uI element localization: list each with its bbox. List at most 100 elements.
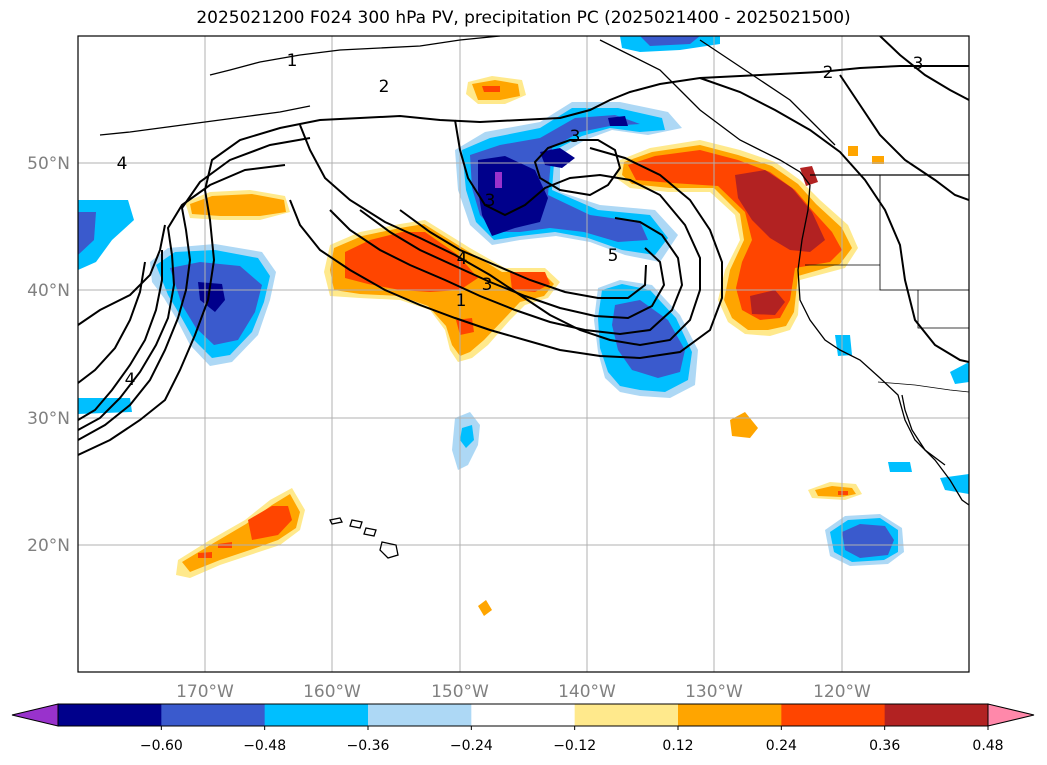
colorbar-tick-label: −0.48 — [243, 738, 286, 754]
pv-contour-label: 1 — [287, 51, 298, 71]
colorbar-tick-label: −0.36 — [347, 738, 390, 754]
precip-neg-patch — [495, 172, 502, 188]
pv-contour — [399, 209, 647, 299]
colorbar-extend-high — [987, 703, 1035, 727]
colorbar-extend-low — [11, 703, 59, 727]
precip-pos-patch — [510, 272, 550, 292]
pv-contour — [533, 139, 622, 197]
coastline-alaska — [209, 36, 501, 76]
pv-contour-label: 3 — [482, 275, 493, 295]
border-us-mexico — [877, 381, 969, 393]
colorbar-tick-label: 0.36 — [869, 738, 900, 754]
pv-contour — [839, 74, 969, 201]
precip-neg-patch — [950, 362, 969, 384]
coastline-baja — [901, 394, 946, 466]
pv-contour-label: 1 — [456, 291, 467, 311]
lat-axis: 50°N 40°N 30°N 20°N — [27, 154, 70, 556]
pv-contour — [289, 147, 723, 360]
colorbar-tick-label: −0.24 — [450, 738, 493, 754]
colorbar-swatch — [678, 704, 782, 726]
precip-pos-patch — [735, 170, 825, 252]
lon-label: 140°W — [558, 682, 616, 702]
pv-labels: 1 2 3 4 2 3 3 4 3 1 5 4 — [117, 51, 924, 390]
coastline-panhandle — [599, 39, 811, 186]
pv-contour-label: 3 — [913, 54, 924, 74]
colorbar-swatch — [574, 704, 679, 726]
precip-pos-patch — [730, 412, 758, 438]
lon-label: 120°W — [813, 682, 871, 702]
colorbar-outline — [57, 703, 989, 727]
lat-label: 40°N — [27, 281, 70, 301]
colorbar-swatch — [884, 704, 989, 726]
coastline-hawaii — [329, 517, 399, 559]
pv-contour — [78, 137, 311, 441]
map-title: 2025021200 F024 300 hPa PV, precipitatio… — [196, 8, 851, 28]
pv-contour-label: 4 — [117, 154, 128, 174]
precip-neg-patch — [78, 212, 96, 255]
lat-label: 20°N — [27, 536, 70, 556]
coastline-bc — [699, 39, 836, 146]
colorbar-swatch — [471, 704, 576, 726]
precip-neg-patch — [888, 462, 912, 472]
pv-contour-label: 4 — [125, 370, 136, 390]
precip-pos-patch — [838, 491, 848, 495]
coastline-west-us — [797, 184, 969, 506]
colorbar-swatch — [368, 704, 472, 726]
lon-label: 150°W — [431, 682, 489, 702]
coastline-aleutians — [99, 105, 311, 136]
pv-contour — [329, 209, 684, 336]
pv-contour-label: 2 — [379, 77, 390, 97]
lon-label: 160°W — [303, 682, 361, 702]
pv-contour — [78, 65, 969, 456]
lon-label: 170°W — [176, 682, 234, 702]
precip-neg-patch — [835, 335, 852, 356]
pv-contour — [359, 209, 666, 320]
precip-pos-patch — [482, 86, 500, 92]
graticule — [78, 36, 969, 672]
border-states — [805, 175, 969, 329]
pv-contour-label: 3 — [570, 127, 581, 147]
colorbar-swatch — [264, 704, 369, 726]
precip-neg-patch — [78, 398, 132, 414]
colorbar-swatch — [781, 704, 886, 726]
pv-contour — [78, 224, 166, 326]
pv-contour — [78, 250, 163, 421]
precip-neg-patch — [940, 474, 969, 494]
precip-pos-patch — [248, 506, 292, 540]
colorbar-tick-label: −0.60 — [140, 738, 183, 754]
lat-label: 30°N — [27, 409, 70, 429]
pv-contour — [879, 36, 969, 101]
colorbar-tick-label: 0.24 — [766, 738, 797, 754]
plot-frame — [77, 35, 970, 673]
colorbar-tick-label: 0.12 — [662, 738, 693, 754]
precip-pos-patch — [848, 146, 858, 156]
precip-neg-patch — [460, 425, 474, 448]
lon-axis: 170°W 160°W 150°W 140°W 130°W 120°W — [176, 682, 871, 702]
pv-contour-label: 4 — [457, 249, 468, 269]
lon-label: 130°W — [685, 682, 743, 702]
pv-contour-label: 3 — [485, 191, 496, 211]
colorbar-swatch — [58, 704, 162, 726]
precip-neg-patch — [608, 116, 628, 126]
pv-contour-label: 2 — [823, 63, 834, 83]
pv-contour-label: 5 — [608, 246, 619, 266]
precip-pos-patch — [345, 232, 478, 292]
precip-pos-patch — [750, 290, 785, 315]
precip-neg-patch — [842, 524, 894, 558]
precip-pos-patch — [190, 194, 286, 216]
coastlines — [99, 36, 969, 559]
precip-neg-patch — [640, 36, 700, 46]
pv-contour — [699, 77, 969, 363]
colorbar-tick-label: 0.48 — [972, 738, 1003, 754]
precip-pos-patch — [478, 600, 492, 616]
colorbar-tick-label: −0.12 — [553, 738, 596, 754]
precip-shading — [78, 36, 969, 616]
lat-label: 50°N — [27, 154, 70, 174]
pv-contour — [299, 119, 701, 347]
precip-pos-patch — [182, 494, 300, 572]
colorbar: −0.60 −0.48 −0.36 −0.24 −0.12 0.12 0.24 0.36 0.4… — [11, 703, 1035, 754]
precip-pos-patch — [800, 166, 818, 186]
pv-contour — [78, 164, 286, 431]
pv-contour — [78, 261, 146, 384]
